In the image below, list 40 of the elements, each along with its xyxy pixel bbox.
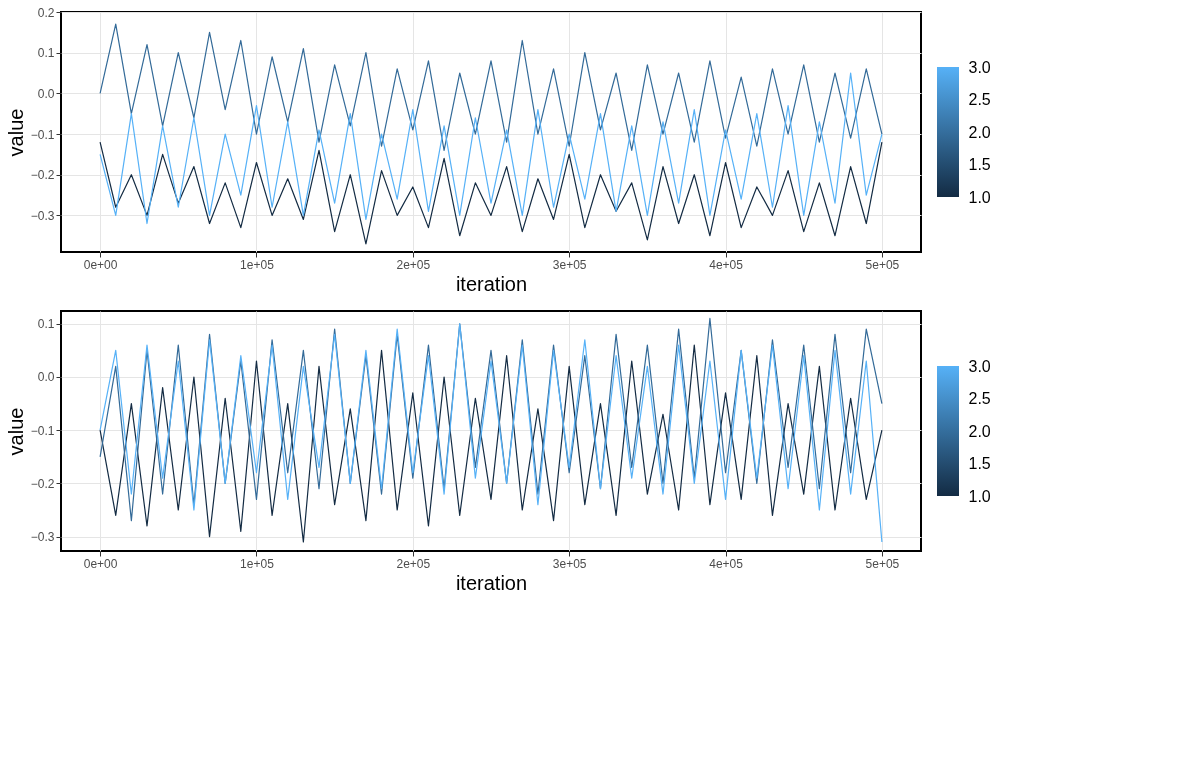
y-tick-label: −0.2: [30, 168, 55, 183]
x-tick-label: 5e+05: [865, 556, 900, 571]
color-bar-label: 2.0: [968, 422, 991, 440]
line-series: [99, 23, 883, 151]
x-tick-label: 2e+05: [396, 257, 431, 272]
x-tick-label: 3e+05: [552, 556, 587, 571]
x-tick-label: 4e+05: [709, 556, 744, 571]
x-axis-title: iteration: [455, 272, 528, 295]
y-tick-label: 0.1: [37, 46, 55, 61]
x-tick-label: 4e+05: [709, 257, 744, 272]
x-tick-label: 0e+00: [83, 257, 118, 272]
x-tick-label: 5e+05: [865, 257, 900, 272]
color-bar-label: 2.5: [968, 91, 991, 108]
x-tick-label: 0e+00: [83, 556, 118, 571]
color-bar-label: 2.5: [968, 390, 991, 407]
color-bar-label: 2.0: [968, 123, 991, 141]
y-tick-label: 0.0: [37, 86, 55, 101]
y-axis-title: value: [4, 108, 27, 157]
y-tick-label: −0.1: [30, 127, 55, 142]
line-series: [99, 72, 883, 225]
color-bar-label: 1.5: [968, 455, 991, 472]
x-axis-title: iteration: [455, 571, 528, 594]
x-tick-label: 3e+05: [552, 257, 587, 272]
color-bar-label: 3.0: [968, 58, 991, 76]
x-tick-label: 1e+05: [240, 556, 275, 571]
y-tick-label: −0.1: [30, 423, 55, 438]
x-tick-label: 2e+05: [396, 556, 431, 571]
color-bar-label: 1.0: [968, 188, 991, 206]
y-tick-label: −0.3: [30, 208, 55, 223]
y-tick-label: 0.0: [37, 370, 55, 385]
x-tick-label: 1e+05: [240, 257, 275, 272]
color-bar-label: 1.0: [968, 487, 991, 505]
color-bar-label: 3.0: [968, 357, 991, 375]
line-series: [99, 141, 883, 245]
y-tick-label: 0.2: [37, 5, 55, 20]
y-tick-label: −0.3: [30, 530, 55, 545]
y-axis-title: value: [4, 407, 27, 456]
y-tick-label: 0.1: [37, 317, 55, 332]
y-tick-label: −0.2: [30, 476, 55, 491]
color-bar-label: 1.5: [968, 156, 991, 173]
